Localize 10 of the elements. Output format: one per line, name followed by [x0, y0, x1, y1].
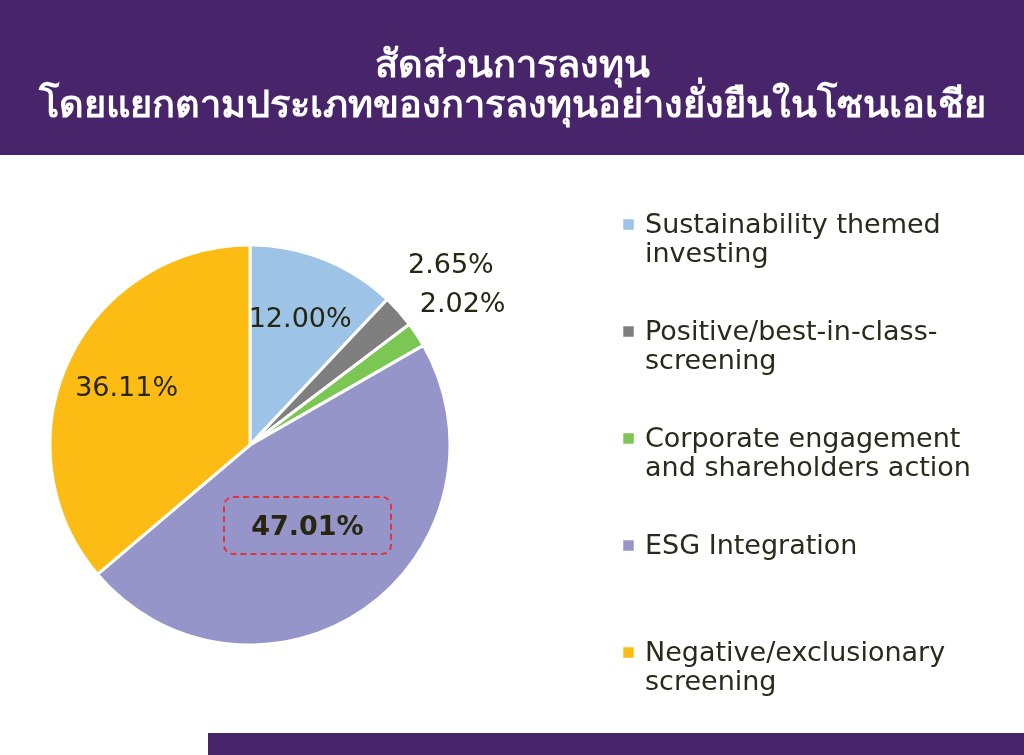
data-label: 12.00%: [248, 301, 352, 333]
data-label: 36.11%: [75, 370, 179, 402]
data-label: 2.02%: [419, 287, 506, 319]
legend-label: Corporate engagement and shareholders action: [645, 421, 971, 482]
legend-label: Negative/exclusionary screening: [645, 635, 946, 696]
data-label: 47.01%: [251, 509, 364, 541]
legend-label: ESG Integration: [645, 528, 858, 560]
legend-label: Sustainability themed investing: [645, 207, 941, 268]
data-label: 2.65%: [407, 247, 494, 279]
legend-label: Positive/best-in-class-screening: [645, 314, 938, 375]
